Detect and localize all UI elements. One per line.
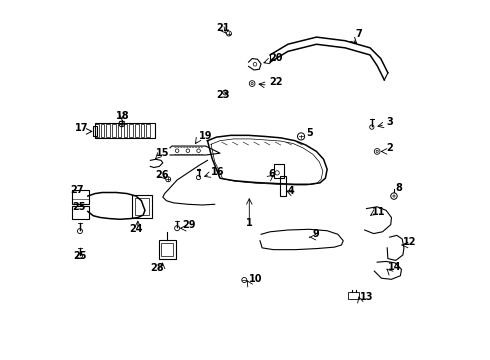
Text: 9: 9 (313, 229, 319, 239)
Text: 26: 26 (156, 170, 169, 180)
Text: 1: 1 (246, 219, 253, 229)
Text: 18: 18 (116, 111, 130, 121)
Text: 28: 28 (150, 263, 164, 273)
Text: 21: 21 (217, 23, 230, 33)
Text: 13: 13 (360, 292, 373, 302)
Text: 16: 16 (211, 167, 224, 177)
Text: 27: 27 (71, 185, 84, 194)
Text: 4: 4 (288, 185, 294, 195)
Text: 8: 8 (395, 183, 402, 193)
Text: 2: 2 (386, 143, 393, 153)
Text: 15: 15 (156, 148, 169, 158)
Text: 11: 11 (372, 207, 385, 217)
Text: 7: 7 (356, 29, 363, 39)
Text: 14: 14 (388, 262, 401, 272)
Text: 6: 6 (268, 169, 275, 179)
Text: 19: 19 (198, 131, 212, 141)
Text: 20: 20 (270, 53, 283, 63)
Text: 29: 29 (182, 220, 196, 230)
Text: 5: 5 (306, 129, 313, 138)
Text: 24: 24 (129, 224, 143, 234)
Text: 3: 3 (386, 117, 393, 127)
Text: 12: 12 (403, 237, 416, 247)
Text: 17: 17 (75, 123, 89, 134)
Text: 10: 10 (248, 274, 262, 284)
Text: 25: 25 (72, 202, 86, 212)
Text: 22: 22 (270, 77, 283, 87)
Text: 25: 25 (73, 251, 87, 261)
Text: 23: 23 (217, 90, 230, 100)
